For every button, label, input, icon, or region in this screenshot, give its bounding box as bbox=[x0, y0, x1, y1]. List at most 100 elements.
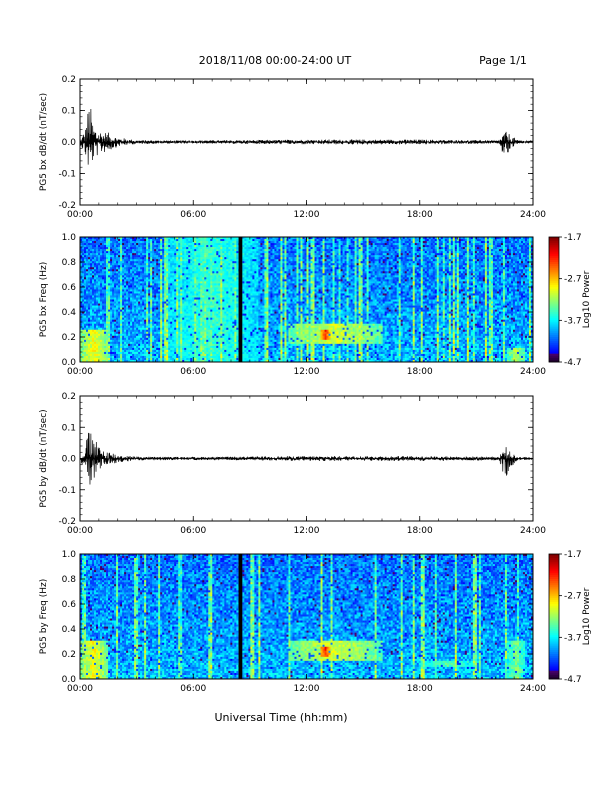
spectrogram-cell bbox=[132, 312, 134, 314]
spectrogram-cell bbox=[116, 273, 118, 275]
spectrogram-cell bbox=[188, 245, 190, 247]
spectrogram-cell bbox=[204, 304, 206, 306]
spectrogram-cell bbox=[190, 261, 192, 263]
spectrogram-cell bbox=[144, 247, 146, 249]
spectrogram-cell bbox=[166, 308, 168, 310]
spectrogram-cell bbox=[154, 312, 156, 314]
spectrogram-cell bbox=[184, 281, 186, 283]
spectrogram-cell bbox=[226, 348, 228, 350]
spectrogram-cell bbox=[110, 275, 112, 277]
spectrogram-cell bbox=[138, 257, 140, 259]
spectrogram-cell bbox=[114, 263, 116, 265]
spectrogram-cell bbox=[164, 297, 166, 299]
spectrogram-cell bbox=[214, 241, 216, 243]
spectrogram-cell bbox=[214, 271, 216, 273]
spectrogram-cell bbox=[172, 354, 174, 356]
spectrogram-cell bbox=[106, 245, 108, 247]
spectrogram-cell bbox=[102, 245, 104, 247]
spectrogram-cell bbox=[168, 340, 170, 342]
spectrogram-cell bbox=[136, 316, 138, 318]
spectrogram-cell bbox=[174, 352, 176, 354]
spectrogram-cell bbox=[176, 358, 178, 360]
spectrogram-cell bbox=[182, 295, 184, 297]
spectrogram-cell bbox=[100, 348, 102, 350]
spectrogram-cell bbox=[132, 275, 134, 277]
spectrogram-cell bbox=[160, 249, 162, 251]
spectrogram-cell bbox=[234, 354, 236, 356]
spectrogram-cell bbox=[236, 308, 238, 310]
spectrogram-cell bbox=[124, 283, 126, 285]
spectrogram-cell bbox=[216, 356, 218, 360]
spectrogram-cell bbox=[128, 320, 130, 322]
spectrogram-cell bbox=[128, 291, 130, 293]
spectrogram-cell bbox=[90, 336, 92, 338]
spectrogram-cell bbox=[132, 245, 134, 247]
spectrogram-cell bbox=[158, 245, 160, 247]
spectrogram-cell bbox=[88, 251, 90, 253]
spectrogram-cell bbox=[162, 306, 164, 308]
spectrogram-cell bbox=[220, 281, 222, 283]
spectrogram-cell bbox=[232, 263, 234, 265]
spectrogram-cell bbox=[200, 302, 202, 304]
spectrogram-cell bbox=[140, 312, 142, 314]
spectrogram-cell bbox=[234, 285, 236, 287]
spectrogram-cell bbox=[156, 306, 158, 308]
spectrogram-cell bbox=[224, 334, 226, 336]
spectrogram-cell bbox=[192, 283, 194, 285]
spectrogram-cell bbox=[212, 255, 214, 257]
spectrogram-cell bbox=[216, 322, 218, 324]
spectrogram-cell bbox=[158, 352, 160, 354]
spectrogram-cell bbox=[204, 356, 206, 358]
spectrogram-cell bbox=[180, 269, 182, 271]
spectrogram-cell bbox=[116, 279, 118, 281]
spectrogram-cell bbox=[122, 295, 124, 297]
spectrogram-cell bbox=[182, 350, 184, 352]
spectrogram-cell bbox=[84, 326, 86, 328]
spectrogram-cell bbox=[186, 241, 188, 243]
spectrogram-cell bbox=[166, 293, 168, 295]
spectrogram-cell bbox=[114, 322, 116, 324]
spectrogram-cell bbox=[234, 300, 236, 302]
spectrogram-cell bbox=[152, 253, 154, 255]
spectrogram-cell bbox=[142, 316, 144, 318]
spectrogram-cell bbox=[198, 267, 200, 269]
spectrogram-cell bbox=[86, 241, 88, 243]
spectrogram-cell bbox=[156, 283, 158, 285]
spectrogram-cell bbox=[172, 316, 174, 318]
spectrogram-cell bbox=[200, 342, 202, 344]
spectrogram-cell bbox=[202, 354, 204, 356]
spectrogram-cell bbox=[122, 283, 124, 285]
spectrogram-cell bbox=[198, 324, 200, 326]
spectrogram-cell bbox=[82, 273, 84, 275]
spectrogram-cell bbox=[234, 302, 236, 304]
spectrogram-cell bbox=[178, 267, 180, 269]
spectrogram-cell bbox=[148, 285, 150, 287]
spectrogram-cell bbox=[160, 314, 162, 316]
spectrogram-cell bbox=[230, 281, 232, 283]
spectrogram-cell bbox=[160, 336, 162, 338]
spectrogram-cell bbox=[100, 275, 102, 277]
spectrogram-cell bbox=[142, 342, 144, 344]
spectrogram-cell bbox=[218, 306, 220, 308]
spectrogram-cell bbox=[144, 326, 146, 328]
spectrogram-cell bbox=[120, 243, 122, 245]
spectrogram-cell bbox=[130, 338, 132, 340]
spectrogram-cell bbox=[160, 324, 162, 326]
spectrogram-cell bbox=[214, 316, 216, 318]
spectrogram-cell bbox=[96, 348, 98, 350]
spectrogram-cell bbox=[102, 326, 104, 328]
spectrogram-cell bbox=[92, 336, 94, 338]
spectrogram-cell bbox=[144, 332, 146, 334]
spectrogram-cell bbox=[210, 267, 212, 269]
spectrogram-cell bbox=[138, 334, 140, 336]
spectrogram-cell bbox=[110, 328, 112, 330]
spectrogram-cell bbox=[130, 281, 132, 283]
spectrogram-cell bbox=[234, 340, 236, 342]
spectrogram-cell bbox=[98, 326, 100, 328]
spectrogram-cell bbox=[154, 265, 156, 267]
spectrogram-cell bbox=[184, 306, 186, 308]
spectrogram-cell bbox=[104, 273, 106, 275]
spectrogram-cell bbox=[160, 273, 162, 275]
spectrogram-cell bbox=[198, 261, 200, 263]
spectrogram-cell bbox=[154, 259, 156, 261]
